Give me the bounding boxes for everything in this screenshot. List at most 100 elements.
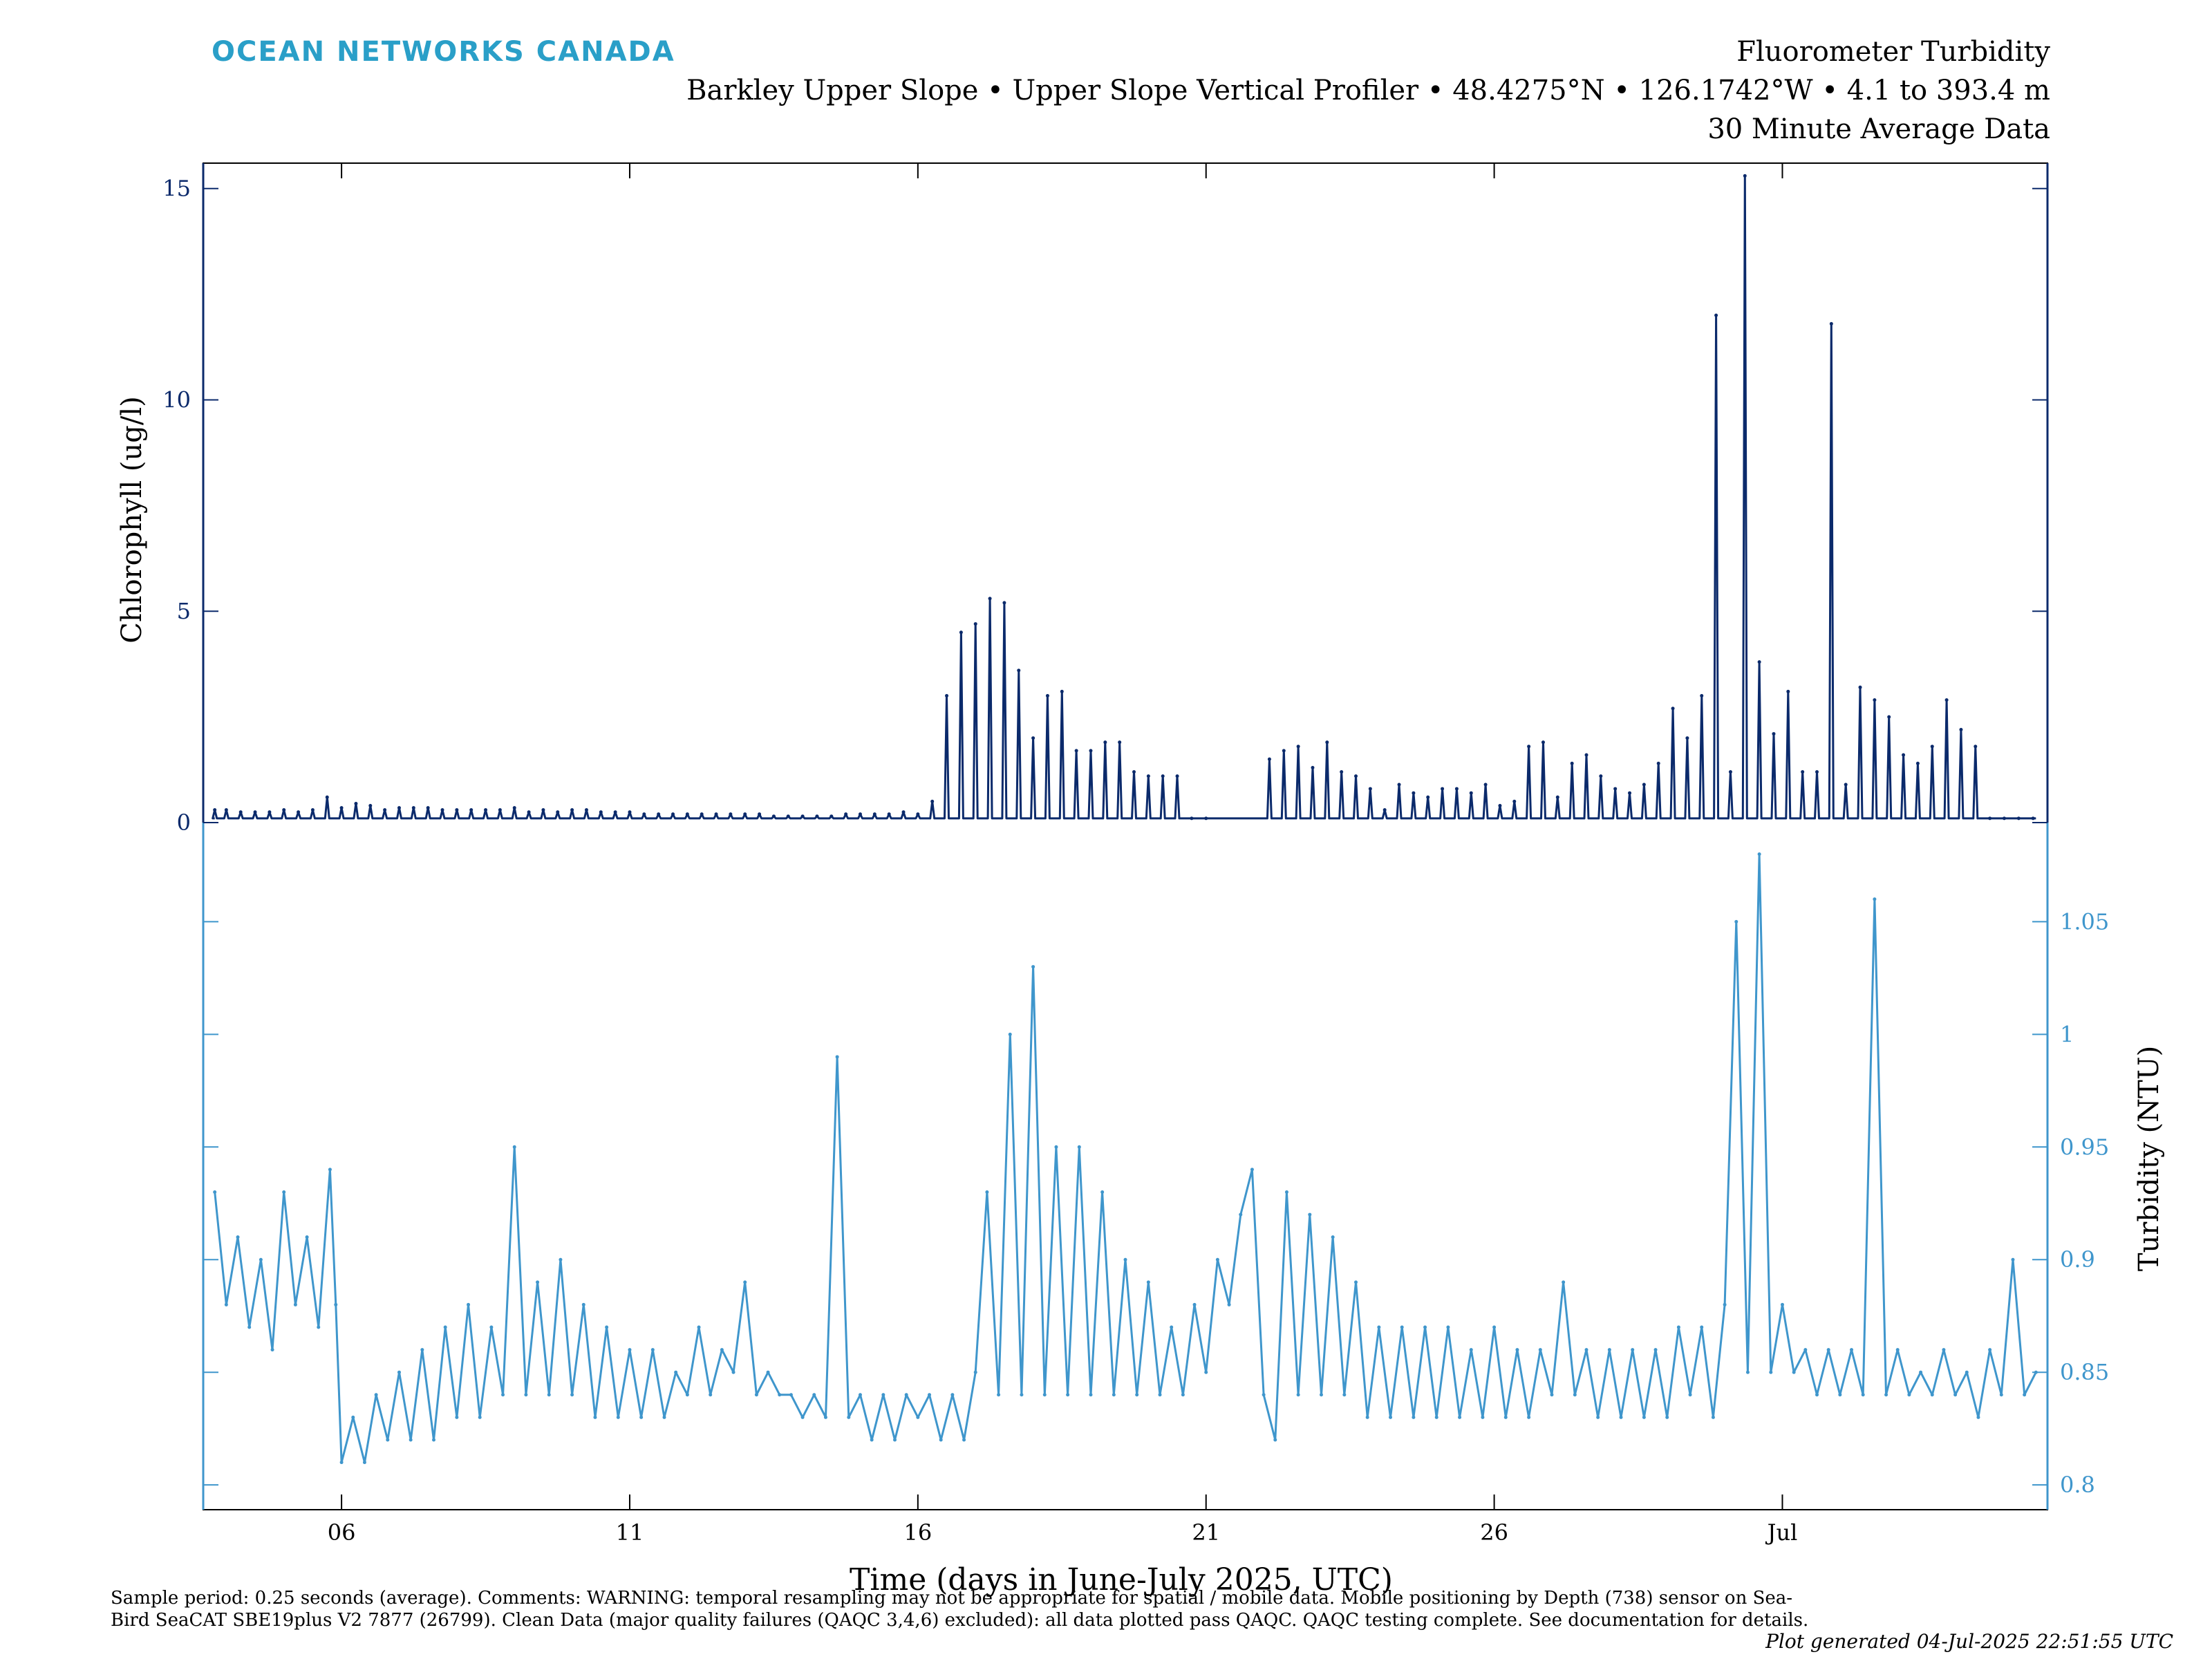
chlorophyll-peak-point — [213, 808, 217, 812]
plot-generated-timestamp: Plot generated 04-Jul-2025 22:51:55 UTC — [1765, 1630, 2173, 1653]
turbidity-point — [962, 1438, 966, 1442]
turbidity-point — [489, 1325, 494, 1329]
chlorophyll-peak-point — [1002, 601, 1006, 605]
chlorophyll-peak-point — [1671, 706, 1675, 711]
turbidity-panel: 0.8 0.85 0.9 0.95 1 1.05 — [203, 852, 2109, 1498]
turbidity-point — [1227, 1302, 1231, 1306]
chlorophyll-peak-point — [628, 810, 632, 814]
chlorophyll-peak-point — [930, 799, 935, 803]
chlorophyll-peak-point — [1146, 774, 1150, 778]
turbidity-point — [1665, 1415, 1669, 1419]
chlorophyll-peak-point — [1700, 694, 1704, 698]
turbidity-point — [789, 1393, 793, 1397]
turbidity-point — [1711, 1415, 1715, 1419]
turbidity-point — [1792, 1370, 1796, 1374]
turbidity-point — [1239, 1212, 1243, 1217]
chlorophyll-peak-point — [282, 808, 286, 812]
chlorophyll-peak-point — [599, 810, 603, 814]
turbidity-point — [754, 1393, 758, 1397]
chlorophyll-peak-point — [268, 810, 272, 814]
turbidity-tick-label: 0.9 — [2060, 1246, 2095, 1273]
turbidity-point — [1515, 1348, 1519, 1352]
turbidity-point — [547, 1393, 551, 1397]
turbidity-point — [2011, 1257, 2015, 1262]
chlorophyll-peak-point — [1132, 770, 1136, 774]
chlorophyll-peak-point — [1469, 791, 1473, 795]
turbidity-point — [1342, 1393, 1347, 1397]
turbidity-point — [1054, 1145, 1058, 1149]
turbidity-point — [317, 1325, 321, 1329]
turbidity-point — [916, 1415, 920, 1419]
chlorophyll-peak-point — [1541, 740, 1545, 744]
turbidity-point — [1331, 1235, 1335, 1239]
chlorophyll-peak-point — [771, 814, 776, 818]
turbidity-point — [1112, 1393, 1116, 1397]
chlorophyll-peak-point — [729, 812, 733, 816]
turbidity-point — [1907, 1393, 1911, 1397]
chlorophyll-peak-point — [1368, 787, 1372, 791]
time-tick-label: 06 — [328, 1519, 356, 1546]
turbidity-point — [743, 1280, 747, 1284]
chlorophyll-peak-point — [1844, 782, 1848, 787]
turbidity-point — [858, 1393, 862, 1397]
chlorophyll-peak-point — [1757, 660, 1761, 664]
chlorophyll-peak-point — [1887, 715, 1891, 719]
chlorophyll-tick-label: 0 — [177, 809, 191, 836]
chlorophyll-peak-point — [1728, 770, 1732, 774]
chlorophyll-peak-point — [411, 806, 415, 810]
turbidity-point — [334, 1302, 338, 1306]
chlorophyll-peak-point — [671, 812, 675, 816]
turbidity-point — [1895, 1348, 1900, 1352]
chlorophyll-peak-point — [253, 810, 257, 814]
chlorophyll-tick-label: 15 — [162, 176, 191, 202]
turbidity-point — [985, 1190, 989, 1194]
time-axis: 06 11 16 21 26 Jul — [328, 163, 1797, 1546]
chlorophyll-peak-point — [1204, 816, 1208, 821]
turbidity-point — [1204, 1370, 1208, 1374]
turbidity-point — [1412, 1415, 1416, 1419]
turbidity-point — [1538, 1348, 1542, 1352]
turbidity-point — [1146, 1280, 1150, 1284]
chlorophyll-peak-point — [714, 812, 718, 816]
chlorophyll-peak-point — [1161, 774, 1165, 778]
x-axis-label: Time (days in June-July 2025, UTC) — [850, 1562, 1393, 1597]
turbidity-point — [1700, 1325, 1704, 1329]
turbidity-point — [1723, 1302, 1727, 1306]
turbidity-point — [1769, 1370, 1773, 1374]
chlorophyll-peak-point — [901, 810, 906, 814]
turbidity-point — [236, 1235, 240, 1239]
turbidity-point — [1573, 1393, 1577, 1397]
chlorophyll-peak-point — [1613, 787, 1618, 791]
turbidity-point — [1838, 1393, 1842, 1397]
chlorophyll-peak-point — [1483, 782, 1488, 787]
chlorophyll-peak-point — [1282, 749, 1286, 753]
chlorophyll-peak-point — [455, 808, 459, 812]
chlorophyll-peak-point — [945, 694, 949, 698]
turbidity-point — [639, 1415, 644, 1419]
turbidity-point — [628, 1348, 632, 1352]
turbidity-axis-label: Turbidity (NTU) — [2133, 1046, 2165, 1271]
chlorophyll-peak-point — [872, 812, 877, 816]
chlorophyll-peak-point — [1873, 698, 1877, 702]
footer-notes: Sample period: 0.25 seconds (average). C… — [111, 1588, 1809, 1631]
turbidity-point — [2034, 1370, 2038, 1374]
turbidity-point — [973, 1370, 977, 1374]
turbidity-point — [467, 1302, 471, 1306]
plot-title: Fluorometer Turbidity — [1736, 36, 2050, 68]
turbidity-point — [524, 1393, 528, 1397]
chlorophyll-peak-point — [1786, 689, 1790, 693]
turbidity-point — [213, 1190, 217, 1194]
turbidity-tick-label: 1 — [2060, 1021, 2074, 1047]
turbidity-point — [1619, 1415, 1623, 1419]
turbidity-point — [1688, 1393, 1692, 1397]
chlorophyll-peak-point — [887, 812, 891, 816]
chlorophyll-peak-point — [1858, 685, 1862, 689]
turbidity-point — [1020, 1393, 1024, 1397]
chlorophyll-peak-point — [1426, 795, 1430, 799]
turbidity-point — [536, 1280, 540, 1284]
time-tick-label: 21 — [1192, 1519, 1220, 1546]
turbidity-point — [1826, 1348, 1830, 1352]
turbidity-point — [1296, 1393, 1300, 1397]
chlorophyll-peak-point — [1584, 753, 1588, 757]
turbidity-point — [443, 1325, 447, 1329]
